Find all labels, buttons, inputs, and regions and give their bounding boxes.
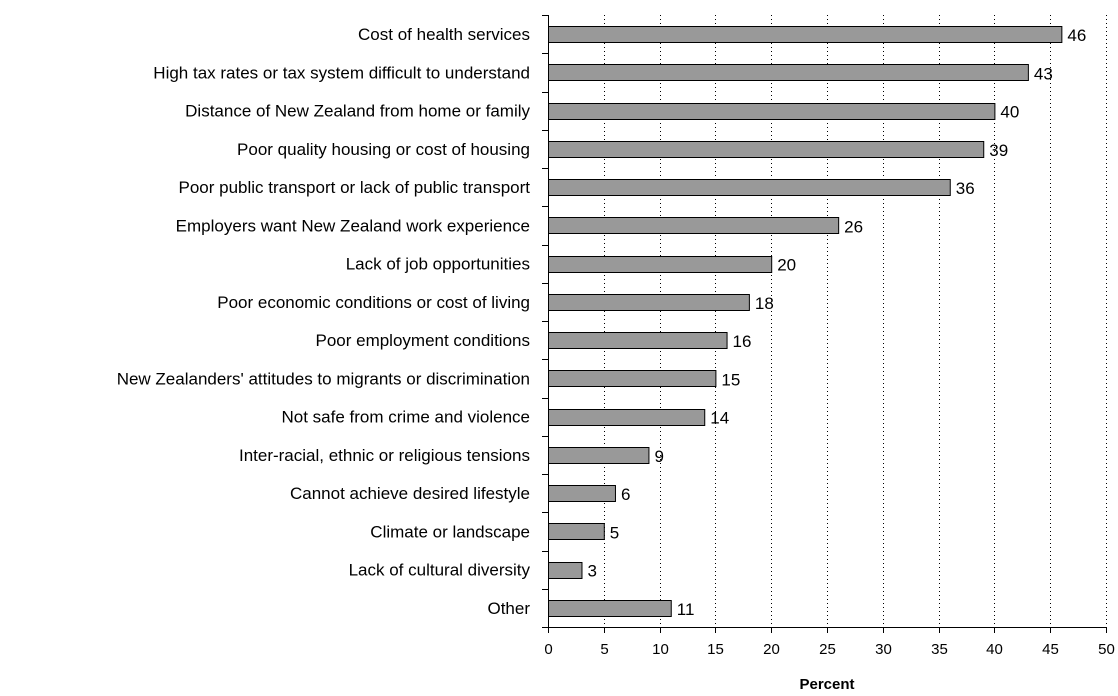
value-label: 9 [654, 447, 663, 466]
category-label: Employers want New Zealand work experien… [176, 216, 530, 235]
value-label: 14 [710, 409, 729, 428]
bar [548, 141, 985, 158]
category-label: Cost of health services [358, 25, 530, 44]
x-tick-label: 20 [763, 641, 780, 658]
bar [548, 256, 773, 273]
x-tick-label: 15 [707, 641, 724, 658]
value-label: 18 [755, 294, 774, 313]
bar [548, 103, 996, 120]
value-label: 16 [733, 332, 752, 351]
bar [548, 26, 1063, 43]
bar [548, 332, 728, 349]
x-tick-label: 50 [1098, 641, 1115, 658]
x-tick-label: 40 [986, 641, 1003, 658]
value-label: 40 [1000, 103, 1019, 122]
category-label: Poor public transport or lack of public … [178, 178, 530, 197]
x-tick-label: 35 [931, 641, 948, 658]
bar [548, 370, 717, 387]
bar [548, 485, 616, 502]
x-tick-label: 0 [544, 641, 552, 658]
x-axis-title: Percent [799, 676, 854, 693]
value-label: 3 [587, 562, 596, 581]
value-label: 5 [610, 523, 619, 542]
bar [548, 523, 605, 540]
x-tick-label: 10 [652, 641, 669, 658]
category-label: Distance of New Zealand from home or fam… [185, 102, 530, 121]
bar [548, 179, 951, 196]
bar [548, 64, 1029, 81]
value-label: 11 [677, 600, 695, 619]
value-label: 15 [721, 370, 740, 389]
category-label: Poor quality housing or cost of housing [237, 140, 530, 159]
bar [548, 447, 650, 464]
category-label: Inter-racial, ethnic or religious tensio… [239, 446, 530, 465]
x-tick-label: 30 [875, 641, 892, 658]
category-label: Climate or landscape [370, 522, 530, 541]
axes [542, 15, 1107, 633]
bar [548, 600, 672, 617]
bar [548, 294, 750, 311]
bar [548, 409, 706, 426]
x-tick-label: 25 [819, 641, 836, 658]
category-labels: Cost of health services High tax rates or… [117, 25, 531, 618]
bars [548, 26, 1063, 617]
category-label: Lack of cultural diversity [349, 561, 531, 580]
value-label: 39 [989, 141, 1008, 160]
value-label: 26 [844, 217, 863, 236]
category-label: Not safe from crime and violence [282, 408, 531, 427]
category-label: Cannot achieve desired lifestyle [290, 484, 530, 503]
x-tick-labels: 0 5 10 15 20 25 30 35 40 45 50 [544, 641, 1115, 658]
x-tick-label: 5 [600, 641, 608, 658]
value-label: 36 [956, 179, 975, 198]
value-label: 6 [621, 485, 630, 504]
bar [548, 562, 583, 579]
value-label: 20 [777, 256, 796, 275]
category-label: New Zealanders' attitudes to migrants or… [117, 369, 530, 388]
value-label: 43 [1034, 64, 1053, 83]
category-label: Lack of job opportunities [346, 255, 530, 274]
category-label: Poor economic conditions or cost of livi… [217, 293, 530, 312]
category-label: High tax rates or tax system difficult t… [153, 63, 530, 82]
bar [548, 217, 840, 234]
category-label: Poor employment conditions [315, 331, 530, 350]
x-tick-label: 45 [1042, 641, 1059, 658]
category-label: Other [487, 599, 530, 618]
value-label: 46 [1067, 26, 1086, 45]
